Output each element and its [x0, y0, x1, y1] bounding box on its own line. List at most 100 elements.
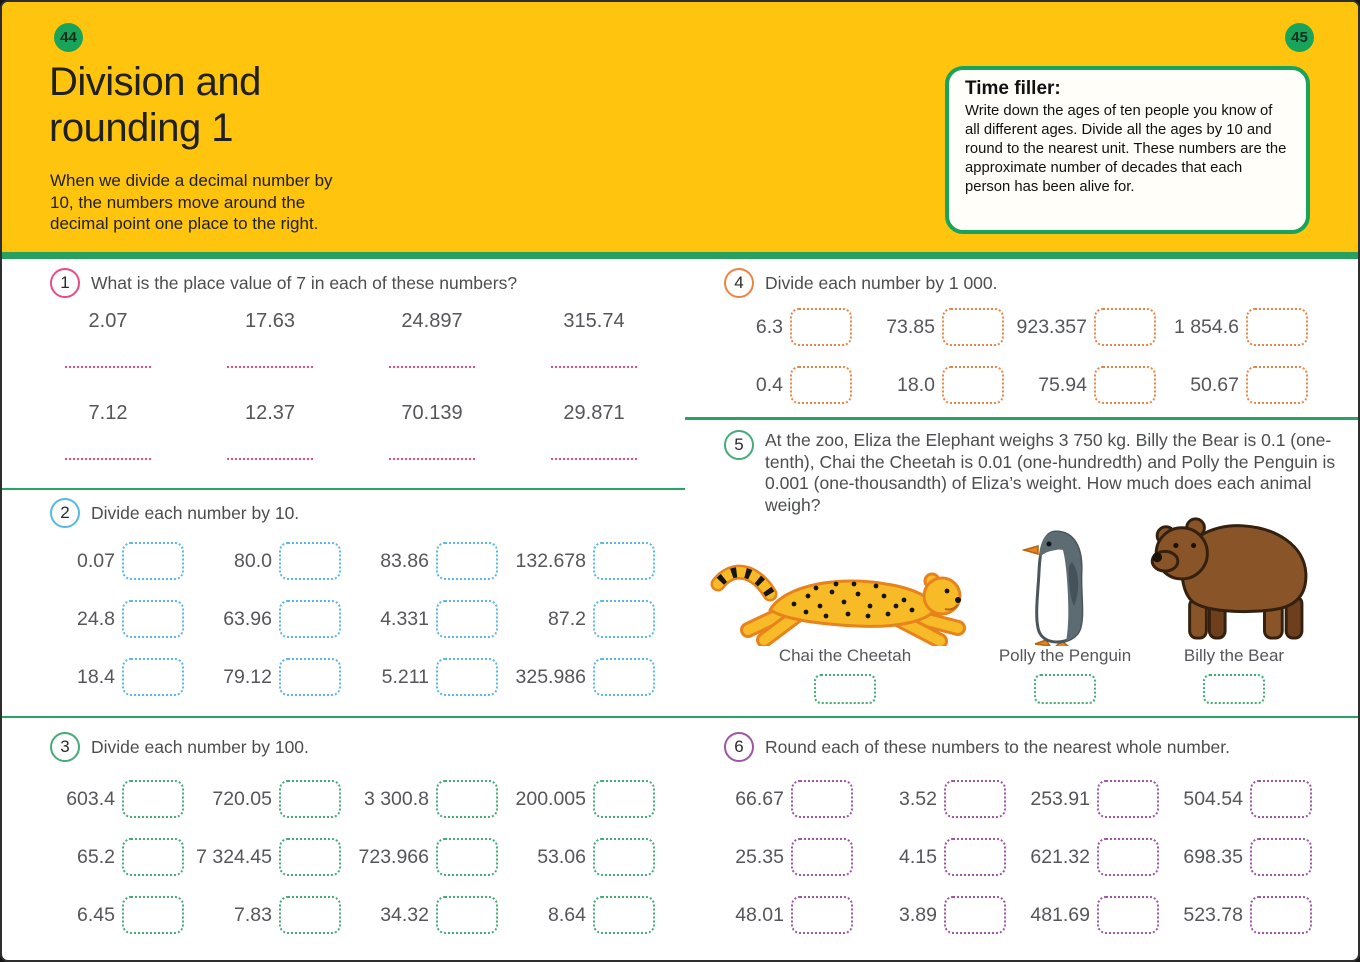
- answer-box[interactable]: [279, 896, 341, 934]
- answer-box[interactable]: [1094, 366, 1156, 404]
- exercise-cell: 253.91: [1006, 780, 1159, 818]
- divider-left-column: [2, 488, 685, 490]
- answer-box[interactable]: [122, 896, 184, 934]
- answer-box[interactable]: [122, 600, 184, 638]
- answer-line-cell: [513, 366, 675, 368]
- answer-box[interactable]: [122, 542, 184, 580]
- answer-line[interactable]: [227, 366, 313, 368]
- exercise-row: 24.8 63.96 4.331 87.2: [27, 600, 655, 638]
- answer-box[interactable]: [436, 896, 498, 934]
- answer-box[interactable]: [279, 780, 341, 818]
- divider-right-column: [685, 417, 1358, 420]
- answer-box[interactable]: [944, 896, 1006, 934]
- answer-box[interactable]: [593, 896, 655, 934]
- answer-box[interactable]: [1250, 780, 1312, 818]
- answer-box[interactable]: [436, 542, 498, 580]
- divider-full-width: [2, 716, 1358, 718]
- answer-box[interactable]: [122, 838, 184, 876]
- question-6-header: 6 Round each of these numbers to the nea…: [724, 732, 1312, 762]
- answer-box[interactable]: [942, 308, 1004, 346]
- exercise-row: 66.67 3.52 253.91 504.54: [700, 780, 1312, 818]
- answer-box[interactable]: [1246, 308, 1308, 346]
- answer-box[interactable]: [790, 366, 852, 404]
- exercise-row: 0.07 80.0 83.86 132.678: [27, 542, 655, 580]
- time-filler-box: Time filler: Write down the ages of ten …: [945, 66, 1310, 234]
- answer-box[interactable]: [1250, 896, 1312, 934]
- answer-box-cheetah[interactable]: [814, 674, 876, 704]
- answer-box-penguin[interactable]: [1034, 674, 1096, 704]
- answer-box[interactable]: [436, 780, 498, 818]
- answer-line[interactable]: [389, 366, 475, 368]
- answer-box[interactable]: [791, 838, 853, 876]
- question-number-badge: 5: [724, 430, 754, 460]
- question-3-header: 3 Divide each number by 100.: [50, 732, 655, 762]
- question-number-badge: 6: [724, 732, 754, 762]
- animal-label-bear: Billy the Bear: [1183, 646, 1285, 665]
- answer-line-cell: [189, 366, 351, 368]
- answer-box[interactable]: [593, 838, 655, 876]
- exercise-cell: 8.64: [498, 896, 655, 934]
- exercise-cell: 132.678: [498, 542, 655, 580]
- answer-box[interactable]: [1250, 838, 1312, 876]
- answer-box[interactable]: [944, 780, 1006, 818]
- number-label: 8.64: [548, 903, 586, 926]
- answer-box[interactable]: [436, 838, 498, 876]
- number-label: 7.83: [234, 903, 272, 926]
- intro-text: When we divide a decimal number by 10, t…: [50, 171, 333, 233]
- answer-box[interactable]: [944, 838, 1006, 876]
- answer-line-row: [27, 458, 683, 460]
- question-2-header: 2 Divide each number by 10.: [50, 498, 655, 528]
- answer-box[interactable]: [122, 780, 184, 818]
- exercise-cell: 18.0: [852, 366, 1004, 404]
- answer-box[interactable]: [593, 780, 655, 818]
- answer-box[interactable]: [942, 366, 1004, 404]
- answer-box[interactable]: [790, 308, 852, 346]
- answer-box[interactable]: [122, 658, 184, 696]
- answer-box[interactable]: [1097, 780, 1159, 818]
- question-number-badge: 2: [50, 498, 80, 528]
- question-prompt: Divide each number by 10.: [91, 502, 300, 523]
- answer-box[interactable]: [1097, 838, 1159, 876]
- answer-box[interactable]: [279, 600, 341, 638]
- answer-box[interactable]: [1097, 896, 1159, 934]
- question-1-grid: 2.07 17.63 24.897 315.74 7.12 12.37 70.139 29.8…: [27, 310, 683, 460]
- number-label: 50.67: [1190, 373, 1239, 396]
- answer-line[interactable]: [551, 366, 637, 368]
- question-3: 3 Divide each number by 100. 603.4 720.05…: [27, 732, 655, 954]
- number-label: 18.4: [77, 665, 115, 688]
- answer-box[interactable]: [436, 658, 498, 696]
- answer-box[interactable]: [436, 600, 498, 638]
- answer-box[interactable]: [1094, 308, 1156, 346]
- exercise-cell: 65.2: [27, 838, 184, 876]
- answer-line[interactable]: [389, 458, 475, 460]
- answer-box-bear[interactable]: [1203, 674, 1265, 704]
- exercise-cell: 25.35: [700, 838, 853, 876]
- answer-box[interactable]: [593, 542, 655, 580]
- question-6-grid: 66.67 3.52 253.91 504.54 25.35 4.15 621.32 698.…: [700, 780, 1312, 934]
- answer-box[interactable]: [791, 896, 853, 934]
- number-label: 3 300.8: [363, 787, 429, 810]
- answer-line[interactable]: [65, 366, 151, 368]
- answer-box[interactable]: [593, 600, 655, 638]
- answer-box[interactable]: [1246, 366, 1308, 404]
- answer-line[interactable]: [227, 458, 313, 460]
- answer-box[interactable]: [279, 542, 341, 580]
- answer-box[interactable]: [279, 658, 341, 696]
- answer-line-cell: [351, 366, 513, 368]
- page-title-line2: rounding 1: [49, 106, 234, 150]
- page-number-left-badge: 44: [54, 23, 83, 52]
- answer-box[interactable]: [279, 838, 341, 876]
- answer-line[interactable]: [551, 458, 637, 460]
- answer-box[interactable]: [593, 658, 655, 696]
- number-label: 4.331: [380, 607, 429, 630]
- exercise-cell: 325.986: [498, 658, 655, 696]
- question-prompt: Round each of these numbers to the neare…: [765, 736, 1231, 757]
- exercise-cell: 6.45: [27, 896, 184, 934]
- answer-box[interactable]: [791, 780, 853, 818]
- answer-line[interactable]: [65, 458, 151, 460]
- animal-label-cheetah: Chai the Cheetah: [778, 646, 912, 665]
- exercise-cell: 7.83: [184, 896, 341, 934]
- exercise-cell: 3.89: [853, 896, 1006, 934]
- number-label: 132.678: [515, 549, 587, 572]
